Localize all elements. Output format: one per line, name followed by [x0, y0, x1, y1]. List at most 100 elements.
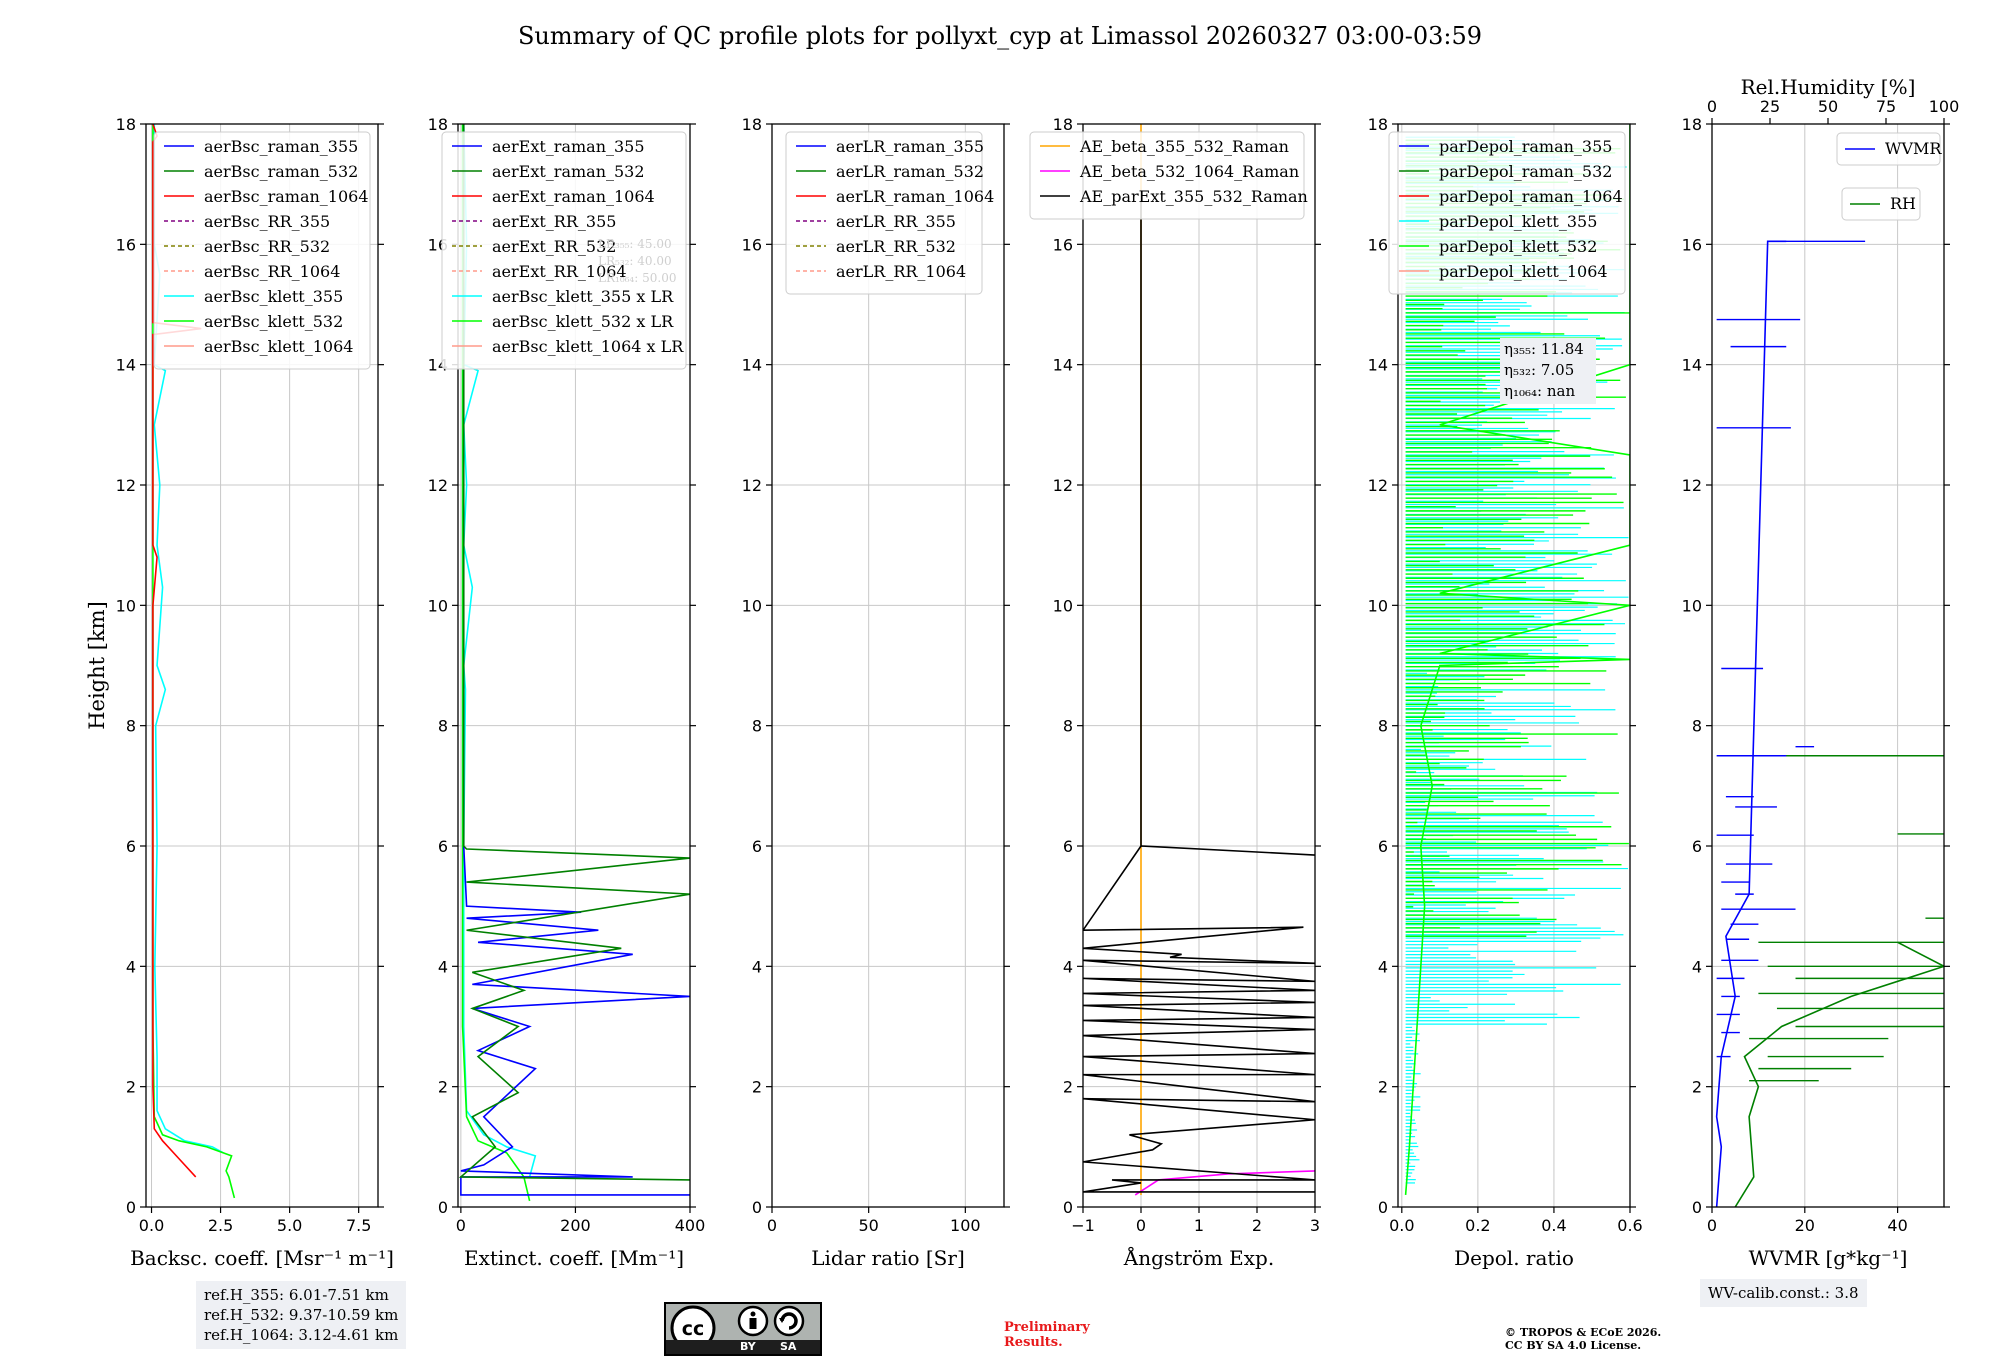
y-tick-label: 10 [428, 596, 448, 615]
y-tick-label: 4 [126, 957, 136, 976]
legend-label: aerLR_RR_1064 [836, 262, 966, 281]
x-tick-label: 0.0 [139, 1216, 164, 1235]
legend-label: aerBsc_raman_355 [204, 137, 358, 156]
y-tick-label: 8 [1378, 717, 1388, 736]
copyright-line-2: CC BY SA 4.0 License. [1505, 1339, 1642, 1352]
y-tick-label: 10 [1368, 596, 1388, 615]
y-tick-label: 18 [428, 115, 448, 134]
legend-label: aerLR_raman_1064 [836, 187, 994, 206]
copyright-note: © TROPOS & ECoE 2026. CC BY SA 4.0 Licen… [1505, 1326, 1661, 1352]
y-tick-label: 14 [116, 356, 136, 375]
y-tick-label: 2 [1378, 1078, 1388, 1097]
preliminary-line-1: Preliminary [1004, 1320, 1090, 1335]
panel-depol: 0.0 0.2 0.4 0.6 0 2 4 6 8 10 12 14 16 18 Depol. ratio p… [1368, 115, 1643, 1270]
legend-label: aerLR_raman_532 [836, 162, 984, 181]
legend-label: aerBsc_klett_1064 x LR [492, 337, 684, 356]
x-tick-label: 0.4 [1541, 1216, 1566, 1235]
plot-area [1083, 124, 1315, 1196]
axes-frame [771, 123, 1005, 1208]
x-tick-label: 0.2 [1465, 1216, 1490, 1235]
x-tick-label: −1 [1071, 1216, 1095, 1235]
x-tick-label: 2 [1252, 1216, 1262, 1235]
y-tick-label: 6 [1063, 837, 1073, 856]
top-x-tick-label: 50 [1818, 97, 1838, 116]
y-tick-label: 16 [1682, 235, 1702, 254]
top-x-axis-label: Rel.Humidity [%] [1741, 75, 1916, 99]
ref-height-532: ref.H_532: 9.37-10.59 km [204, 1306, 399, 1324]
series-WVMR [1715, 240, 1787, 1207]
preliminary-results-note: Preliminary Results. [1004, 1320, 1090, 1350]
copyright-line-1: © TROPOS & ECoE 2026. [1505, 1326, 1662, 1339]
y-tick-label: 18 [116, 115, 136, 134]
legend-box [1388, 131, 1626, 295]
y-tick-label: 6 [1692, 837, 1702, 856]
series-AE_beta_532_1064_Raman [1134, 1170, 1315, 1196]
y-tick-label: 18 [742, 115, 762, 134]
series-AE_parExt_355_532_Raman [1083, 190, 1315, 1193]
legend-label: parDepol_raman_355 [1439, 137, 1612, 156]
legend-label: aerBsc_klett_532 x LR [492, 312, 674, 331]
axes-frame [145, 123, 379, 1208]
y-tick-label: 16 [1368, 235, 1388, 254]
y-tick-label: 10 [116, 596, 136, 615]
axes-frame [1397, 123, 1631, 1208]
legend-box [1029, 131, 1305, 220]
x-axis-label: Ångström Exp. [1123, 1245, 1274, 1270]
x-axis-label: WVMR [g*kg⁻¹] [1749, 1246, 1908, 1270]
y-tick-label: 4 [1692, 957, 1702, 976]
y-tick-label: 0 [1378, 1198, 1388, 1217]
legend-label: aerBsc_RR_1064 [204, 262, 340, 281]
legend-label: aerBsc_raman_1064 [204, 187, 369, 206]
cc-license-band: BY SA [666, 1340, 820, 1354]
x-tick-label: 400 [675, 1216, 706, 1235]
lr-note: LR₁₀₆₄: 50.00 [598, 271, 676, 285]
legend-label: aerExt_RR_532 [492, 237, 616, 256]
axes-frame [1711, 123, 1945, 1208]
x-tick-label: 200 [560, 1216, 591, 1235]
legend-label: aerBsc_klett_355 [204, 287, 343, 306]
y-tick-label: 16 [116, 235, 136, 254]
y-tick-label: 2 [752, 1078, 762, 1097]
y-tick-label: 10 [1053, 596, 1073, 615]
legend-label: aerBsc_RR_532 [204, 237, 330, 256]
legend-label: aerExt_raman_1064 [492, 187, 655, 206]
y-tick-label: 8 [1692, 717, 1702, 736]
y-tick-label: 16 [1053, 235, 1073, 254]
lr-note: LR₃₅₅: 45.00 [598, 237, 672, 251]
legend-label: aerLR_RR_532 [836, 237, 956, 256]
legend-label: AE_parExt_355_532_Raman [1079, 187, 1308, 206]
preliminary-line-2: Results. [1004, 1335, 1063, 1350]
legend-label: aerExt_raman_532 [492, 162, 645, 181]
x-tick-label: 100 [950, 1216, 981, 1235]
top-x-tick-label: 0 [1707, 97, 1717, 116]
y-tick-label: 6 [438, 837, 448, 856]
legend-label: aerLR_RR_355 [836, 212, 956, 231]
y-tick-label: 8 [438, 717, 448, 736]
panel-lr: 0 50 100 0 2 4 6 8 10 12 14 16 18 Lidar ratio [Sr] aer… [742, 115, 1010, 1270]
y-tick-label: 0 [438, 1198, 448, 1217]
legend-box [785, 131, 983, 295]
legend-label: aerBsc_raman_532 [204, 162, 358, 181]
legend-label: parDepol_raman_532 [1439, 162, 1612, 181]
eta-note: η₁₀₆₄: nan [1504, 382, 1575, 400]
y-tick-label: 14 [1682, 356, 1702, 375]
eta-note: η₅₃₂: 7.05 [1504, 361, 1574, 379]
y-axis-label: Height [km] [85, 601, 109, 730]
legend-label: aerBsc_RR_355 [204, 212, 330, 231]
y-tick-label: 12 [1053, 476, 1073, 495]
legend-box [1836, 132, 1941, 166]
panel-wv: 0 20 40 0 2 4 6 8 10 12 14 16 18 WVMR [g*kg⁻¹] 0 25 50 75… [1682, 75, 1960, 1270]
y-tick-label: 6 [126, 837, 136, 856]
y-tick-label: 14 [1368, 356, 1388, 375]
x-tick-label: 40 [1887, 1216, 1907, 1235]
legend-label: aerBsc_klett_355 x LR [492, 287, 674, 306]
legend-label: AE_beta_532_1064_Raman [1079, 162, 1299, 181]
x-tick-label: 5.0 [277, 1216, 302, 1235]
plot-area [1715, 240, 1944, 1207]
cc-text: cc [682, 1318, 705, 1340]
y-tick-label: 0 [126, 1198, 136, 1217]
x-tick-label: 2.5 [208, 1216, 233, 1235]
y-tick-label: 8 [752, 717, 762, 736]
